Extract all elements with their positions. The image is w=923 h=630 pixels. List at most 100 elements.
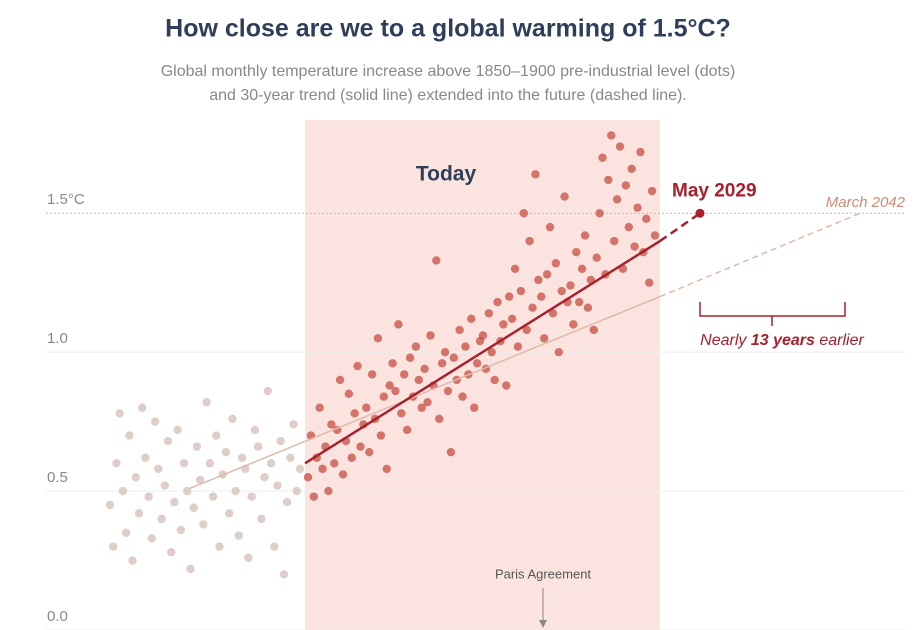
dot [458,392,467,401]
dot [446,447,456,457]
dot [176,525,186,535]
trend-line [189,295,661,489]
target-label: March 2042 [826,194,906,211]
dot [347,453,356,462]
dot [118,486,128,496]
y-tick-label: 0.0 [47,608,68,625]
dot [633,203,642,212]
dot [263,386,272,396]
dot [257,514,266,524]
dot [583,303,593,312]
dot [478,331,488,340]
dot [607,131,616,140]
dot [134,509,144,518]
dot [315,403,324,412]
dot [505,292,514,301]
dot [295,464,305,474]
dot [335,375,345,385]
dot [289,420,298,429]
today-shade [305,120,660,630]
dot [234,531,244,540]
dot [394,320,403,329]
dot [141,453,150,462]
dot [292,486,301,496]
dot [443,386,453,396]
dot [411,342,421,351]
dot [353,361,362,371]
dot [420,364,429,374]
dot [644,278,654,287]
dot [327,420,336,429]
dot [455,325,464,335]
dot [115,409,124,418]
dot [545,222,555,232]
dot [525,236,534,246]
dot [432,256,441,265]
dot [237,453,247,462]
dot [160,481,169,490]
dot [551,259,561,268]
dot [461,342,470,351]
gap-text: 13 years [751,332,815,349]
dot [385,381,394,390]
dot [131,472,140,482]
dot [598,153,607,162]
dot [125,431,134,440]
dot [224,509,234,518]
dot [499,320,508,329]
dot [199,520,208,529]
dot [467,314,476,324]
dot [208,492,218,501]
dot [154,464,163,474]
dot [397,409,406,418]
dot [303,472,313,482]
dot [472,359,482,368]
dot [186,564,195,574]
dot [362,403,371,412]
dot [592,253,601,262]
dot [382,464,391,474]
dot [266,459,276,468]
dot [577,264,587,274]
dot [426,331,435,340]
dot [470,403,479,412]
dot [202,397,211,407]
dot [138,403,147,412]
dot [507,314,517,324]
dot [179,459,189,468]
dot [650,231,660,240]
dot [534,275,543,285]
dot [449,353,458,362]
dot [183,486,192,496]
dot [609,236,619,246]
dot [276,436,285,446]
dot [417,403,426,412]
dot [513,342,523,351]
dot [228,414,237,424]
dot [215,542,224,551]
dot [147,534,157,543]
trend-projection [659,212,861,298]
dot [569,320,578,329]
dot [566,281,575,290]
dot [557,286,566,296]
dot [542,270,552,279]
dot [548,309,558,318]
dot [286,453,295,462]
dot [528,303,537,312]
dot [128,556,137,565]
dot [516,286,526,296]
dot [484,309,493,318]
dot [647,186,657,196]
dot [157,514,166,524]
dot [376,431,386,440]
dot [105,500,115,510]
gap-text: Nearly [700,332,747,349]
dot [405,353,415,362]
dot [627,164,636,173]
dot [109,542,118,551]
dot [423,397,432,407]
dot [150,417,160,426]
dot [589,325,598,335]
y-tick-label: 1.0 [47,330,68,347]
